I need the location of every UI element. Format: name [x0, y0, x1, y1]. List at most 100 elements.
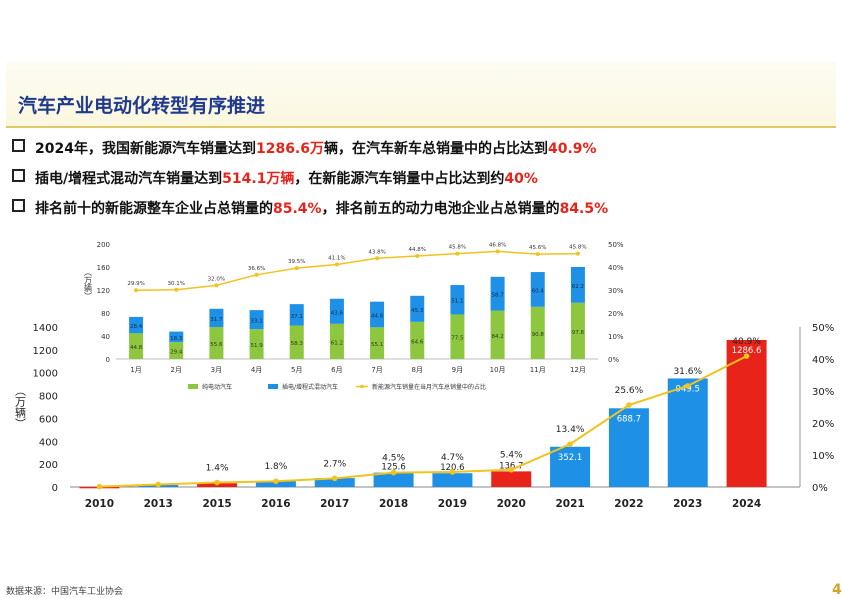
main-y2-tick-label: 10%	[812, 451, 834, 462]
inset-x-tick-label: 2月	[171, 366, 182, 374]
data-source: 数据来源：中国汽车工业协会	[6, 587, 124, 597]
inset-x-tick-label: 1月	[130, 366, 141, 374]
inset-share-label: 46.8%	[489, 242, 506, 248]
inset-share-point	[254, 272, 259, 277]
inset-phev-value: 60.4	[532, 288, 545, 294]
bullet-highlight: 514.1万辆	[222, 171, 295, 187]
bullet-text: 插电/增程式混动汽车销量达到	[35, 171, 223, 187]
bullet-1: 2024年，我国新能源汽车销量达到1286.6万辆，在汽车新车总销量中的占比达到…	[12, 138, 597, 158]
inset-bar-phev	[530, 272, 545, 307]
main-share-label: 4.7%	[441, 453, 464, 463]
inset-bar-bev	[209, 327, 224, 359]
main-bar	[550, 446, 591, 487]
main-x-tick-label: 2010	[85, 498, 114, 510]
inset-x-tick-label: 6月	[331, 366, 342, 374]
main-share-label: 40.9%	[732, 337, 761, 347]
inset-bar-bev	[249, 329, 264, 359]
main-x-tick-label: 2022	[614, 498, 643, 510]
inset-y-tick-label: 120	[97, 287, 110, 295]
bullet-highlight: 40%	[504, 171, 538, 187]
main-share-label: 1.4%	[206, 464, 229, 474]
legend-label-phev: 插电/增程式混动汽车	[282, 383, 338, 391]
bullet-text: 2024年，我国新能源汽车销量达到	[35, 141, 256, 157]
inset-share-label: 32.0%	[208, 276, 225, 282]
main-share-point	[626, 402, 632, 408]
main-share-point	[155, 481, 162, 488]
legend-swatch-share-dot	[360, 384, 364, 389]
main-share-point	[743, 353, 750, 359]
inset-bar-phev	[410, 295, 425, 322]
inset-bev-value: 90.8	[532, 332, 545, 338]
inset-share-label: 45.6%	[529, 245, 546, 251]
inset-share-point	[375, 256, 380, 261]
main-y-axis-label: （万辆）	[14, 385, 27, 429]
inset-y2-tick-label: 20%	[608, 310, 624, 318]
main-bar-value-label: 1286.6	[732, 346, 762, 356]
inset-share-label: 39.5%	[288, 259, 305, 265]
inset-y2-tick-label: 30%	[608, 287, 624, 295]
main-y2-tick-label: 30%	[812, 387, 834, 398]
main-y2-tick-label: 50%	[812, 323, 834, 334]
inset-bar-phev	[329, 298, 344, 324]
inset-bar-bev	[450, 314, 465, 359]
main-share-point	[508, 466, 515, 473]
main-share-point	[331, 475, 338, 482]
inset-phev-value: 62.2	[572, 284, 584, 290]
inset-share-point	[294, 266, 299, 271]
inset-x-tick-label: 8月	[412, 366, 423, 374]
legend-label-bev: 纯电动汽车	[202, 383, 232, 391]
main-share-label: 25.6%	[615, 386, 644, 396]
inset-bar-phev	[570, 267, 585, 303]
inset-y-tick-label: 200	[97, 241, 110, 249]
inset-bar-bev	[329, 323, 344, 359]
inset-bar-phev	[490, 276, 505, 311]
main-x-tick-label: 2016	[261, 498, 290, 510]
inset-bar-phev	[370, 301, 385, 328]
inset-bev-value: 64.6	[411, 339, 424, 345]
inset-share-label: 41.1%	[328, 255, 345, 261]
main-x-tick-label: 2024	[732, 498, 761, 510]
inset-phev-value: 58.7	[491, 293, 504, 299]
main-bar	[255, 481, 296, 487]
main-x-tick-label: 2021	[555, 498, 584, 510]
main-bar	[432, 473, 473, 487]
inset-share-point	[415, 253, 420, 258]
inset-x-tick-label: 11月	[530, 366, 546, 374]
main-share-label: 4.5%	[382, 454, 405, 464]
inset-share-point	[495, 249, 500, 254]
title-band: 汽车产业电动化转型有序推进	[6, 62, 836, 128]
main-y2-tick-label: 0%	[812, 483, 828, 494]
inset-bar-phev	[129, 316, 144, 334]
slide: 汽车产业电动化转型有序推进 2024年，我国新能源汽车销量达到1286.6万辆，…	[6, 62, 842, 598]
main-x-tick-label: 2018	[379, 498, 408, 510]
inset-bar-phev	[450, 285, 465, 315]
inset-bar-phev	[169, 331, 184, 343]
main-y-tick-label: 1400	[33, 323, 58, 334]
main-share-label: 1.8%	[264, 462, 287, 472]
main-x-tick-label: 2020	[497, 498, 526, 510]
inset-bar-bev	[530, 306, 545, 359]
inset-y2-tick-label: 0%	[608, 356, 619, 364]
main-share-point	[390, 469, 397, 476]
inset-phev-value: 37.1	[291, 314, 303, 320]
bullet-highlight: 84.5%	[559, 201, 609, 217]
inset-bev-value: 51.9	[250, 343, 263, 349]
bullet-3: 排名前十的新能源整车企业占总销量的85.4%，排名前五的动力电池企业占总销量的8…	[12, 198, 608, 218]
inset-x-tick-label: 10月	[490, 366, 506, 374]
main-bar	[373, 472, 414, 487]
main-y2-tick-label: 40%	[812, 355, 834, 366]
inset-share-point	[334, 262, 339, 267]
main-share-point	[214, 479, 220, 486]
inset-share-point	[134, 288, 139, 293]
inset-x-tick-label: 9月	[452, 366, 463, 374]
main-x-tick-label: 2015	[202, 498, 231, 510]
inset-phev-value: 28.4	[130, 324, 143, 330]
inset-phev-value: 43.6	[331, 310, 344, 316]
main-x-tick-label: 2017	[320, 498, 349, 510]
inset-bev-value: 97.8	[572, 330, 585, 336]
inset-phev-value: 31.7	[210, 317, 223, 323]
bullet-2: 插电/增程式混动汽车销量达到514.1万辆，在新能源汽车销量中占比达到约40%	[12, 168, 538, 188]
inset-y2-tick-label: 10%	[608, 333, 624, 341]
main-x-tick-label: 2019	[438, 498, 467, 510]
main-bar	[608, 408, 649, 487]
